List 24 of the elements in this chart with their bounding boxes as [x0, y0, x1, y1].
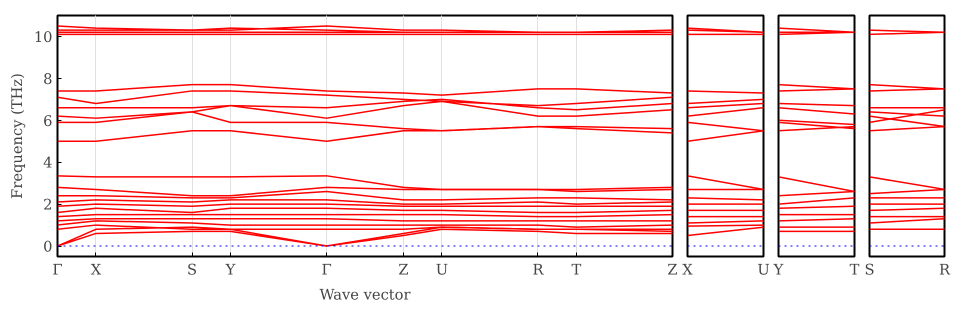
x-tick-label: Γ	[321, 262, 332, 278]
x-tick-label: X	[682, 262, 694, 278]
x-tick-label: Z	[398, 262, 409, 278]
x-tick-label: R	[938, 262, 951, 278]
y-tick-label: 6	[43, 112, 53, 130]
x-tick-label: R	[532, 262, 544, 278]
x-tick-label: Z	[667, 262, 678, 278]
x-tick-label: S	[187, 262, 198, 278]
x-tick-label: Γ	[52, 262, 63, 278]
y-tick-label: 0	[43, 238, 53, 256]
x-tick-label: U	[757, 262, 770, 278]
y-axis-title: Frequency (THz)	[8, 73, 26, 199]
y-tick-label: 10	[34, 28, 53, 46]
y-tick-label: 4	[43, 154, 53, 172]
x-tick-label: U	[436, 262, 448, 278]
y-tick-label: 2	[43, 196, 53, 214]
x-tick-label: Y	[772, 262, 784, 278]
x-axis-title: Wave vector	[319, 286, 411, 304]
y-tick-label: 8	[43, 70, 53, 88]
x-tick-label: T	[572, 262, 582, 278]
x-tick-label: S	[864, 262, 875, 278]
x-tick-label: X	[90, 262, 102, 278]
x-tick-label: T	[850, 262, 860, 278]
x-tick-label: Y	[224, 262, 236, 278]
